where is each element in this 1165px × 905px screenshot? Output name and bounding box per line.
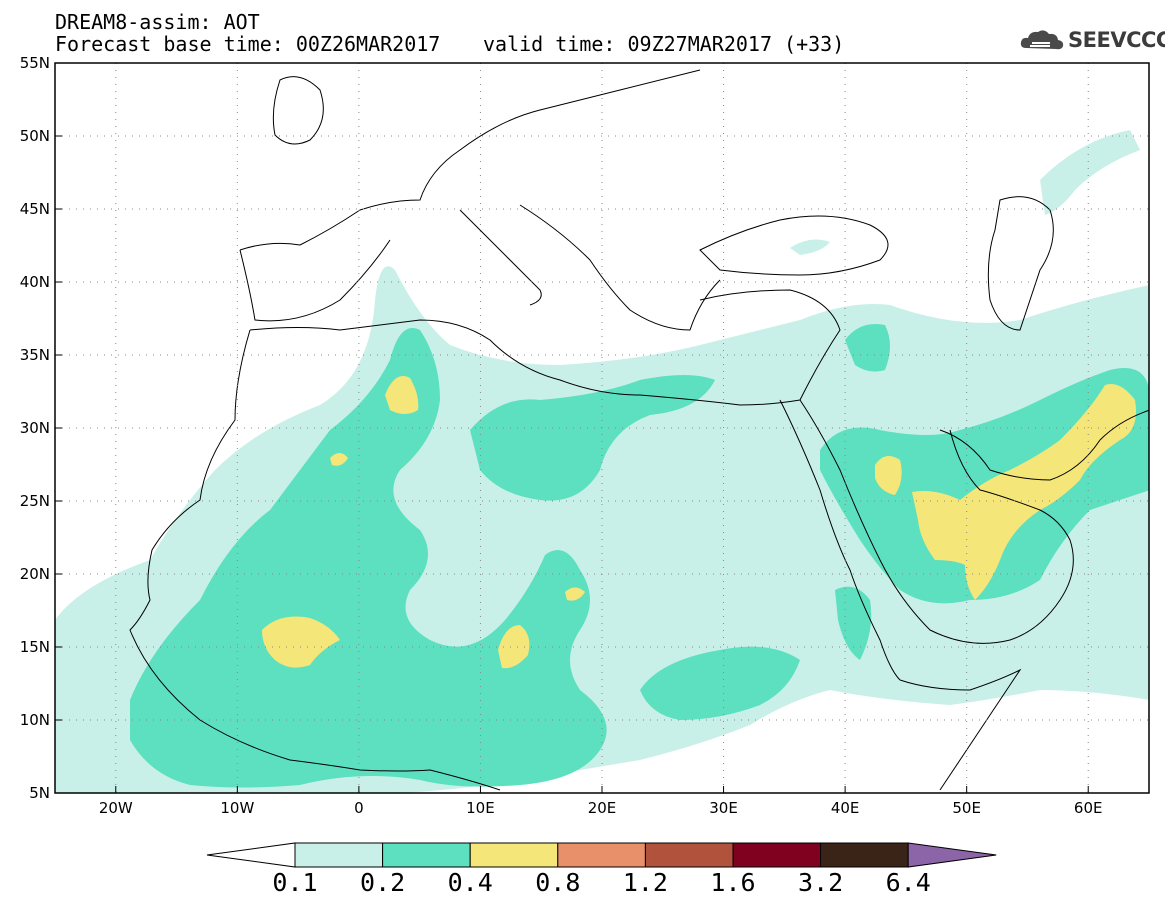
aot-high-small-2 [565, 587, 585, 601]
colorbar-label: 0.2 [360, 868, 406, 897]
model-title: DREAM8-assim: AOT [55, 10, 260, 34]
colorbar-label: 1.2 [622, 868, 668, 897]
aot-mid-sahara [130, 328, 607, 788]
lon-label: 10E [466, 799, 495, 817]
lat-axis: 55N 50N 45N 40N 35N 30N 25N 20N 15N 10N 5N [20, 54, 62, 802]
colorbar [206, 842, 997, 868]
coast-red-sea [779, 399, 901, 681]
aot-high-niger [498, 625, 530, 669]
lon-axis: 20W 10W 0 10E 20E 30E 40E 50E 60E [99, 786, 1103, 817]
lon-label: 20E [588, 799, 617, 817]
coast-caspian [987, 196, 1054, 331]
coast-gulf-iran [939, 409, 1149, 481]
aot-mid-sudan [640, 646, 800, 720]
lon-label: 30E [709, 799, 738, 817]
coast-turkey-levant [699, 289, 841, 401]
coast-black-sea [699, 215, 889, 276]
colorbar-arrow-high [907, 842, 997, 868]
aot-mid-horn [835, 586, 872, 660]
aot-low-balkan [790, 239, 830, 255]
coast-europe [239, 69, 701, 251]
colorbar-box [732, 842, 822, 868]
colorbar-label: 6.4 [885, 868, 931, 897]
colorbar-box [469, 842, 559, 868]
colorbar-label: 0.1 [272, 868, 318, 897]
colorbar-label: 0.4 [447, 868, 493, 897]
aot-low-caspian [1040, 130, 1140, 215]
coast-horn [899, 668, 1022, 791]
forecast-base-time: Forecast base time: 00Z26MAR2017 [55, 32, 441, 56]
lon-label: 40E [831, 799, 860, 817]
coast-africa-west [129, 329, 501, 791]
lat-label: 20N [20, 565, 50, 583]
coast-iberia [239, 239, 391, 322]
logo-text: SEEVCCC [1068, 28, 1165, 52]
seevccc-logo: SEEVCCC [1018, 26, 1165, 56]
aot-high-saudi-n [875, 456, 902, 495]
coast-arabia [799, 399, 1074, 644]
lat-label: 30N [20, 419, 50, 437]
lat-label: 45N [20, 200, 50, 218]
coastlines [129, 69, 1149, 791]
coast-britain [272, 76, 324, 145]
colorbar-box [820, 842, 909, 868]
colorbar-label: 0.8 [535, 868, 581, 897]
lon-label: 10W [220, 799, 254, 817]
aot-high-algeria [385, 376, 419, 414]
lat-label: 25N [20, 492, 50, 510]
aot-mid-levant [845, 324, 890, 372]
colorbar-label: 1.6 [710, 868, 756, 897]
colorbar-box [644, 842, 734, 868]
aot-field [55, 130, 1149, 793]
colorbar-label: 3.2 [798, 868, 844, 897]
lat-label: 10N [20, 711, 50, 729]
lat-label: 50N [20, 127, 50, 145]
lon-label: 0 [354, 799, 364, 817]
lon-label: 50E [952, 799, 981, 817]
coast-mediterranean-south [249, 319, 801, 406]
cloud-icon [1020, 30, 1064, 50]
lat-label: 35N [20, 346, 50, 364]
lon-label: 60E [1074, 799, 1103, 817]
coast-balkans-greece [519, 204, 721, 331]
lat-label: 15N [20, 638, 50, 656]
aot-high-mali [262, 616, 340, 668]
lon-label: 20W [99, 799, 133, 817]
lat-label: 40N [20, 273, 50, 291]
gridlines [55, 63, 1149, 793]
colorbar-box [294, 842, 384, 868]
lat-label: 55N [20, 54, 50, 72]
colorbar-box [557, 842, 646, 868]
colorbar-arrow-low [206, 842, 296, 868]
aot-mid-libya [470, 375, 715, 501]
coast-italy [459, 209, 542, 306]
aot-high-gulf [912, 384, 1136, 600]
valid-time: valid time: 09Z27MAR2017 (+33) [483, 32, 845, 56]
aot-high-small-1 [330, 453, 348, 466]
colorbar-box [382, 842, 471, 868]
lat-label: 5N [29, 784, 50, 802]
